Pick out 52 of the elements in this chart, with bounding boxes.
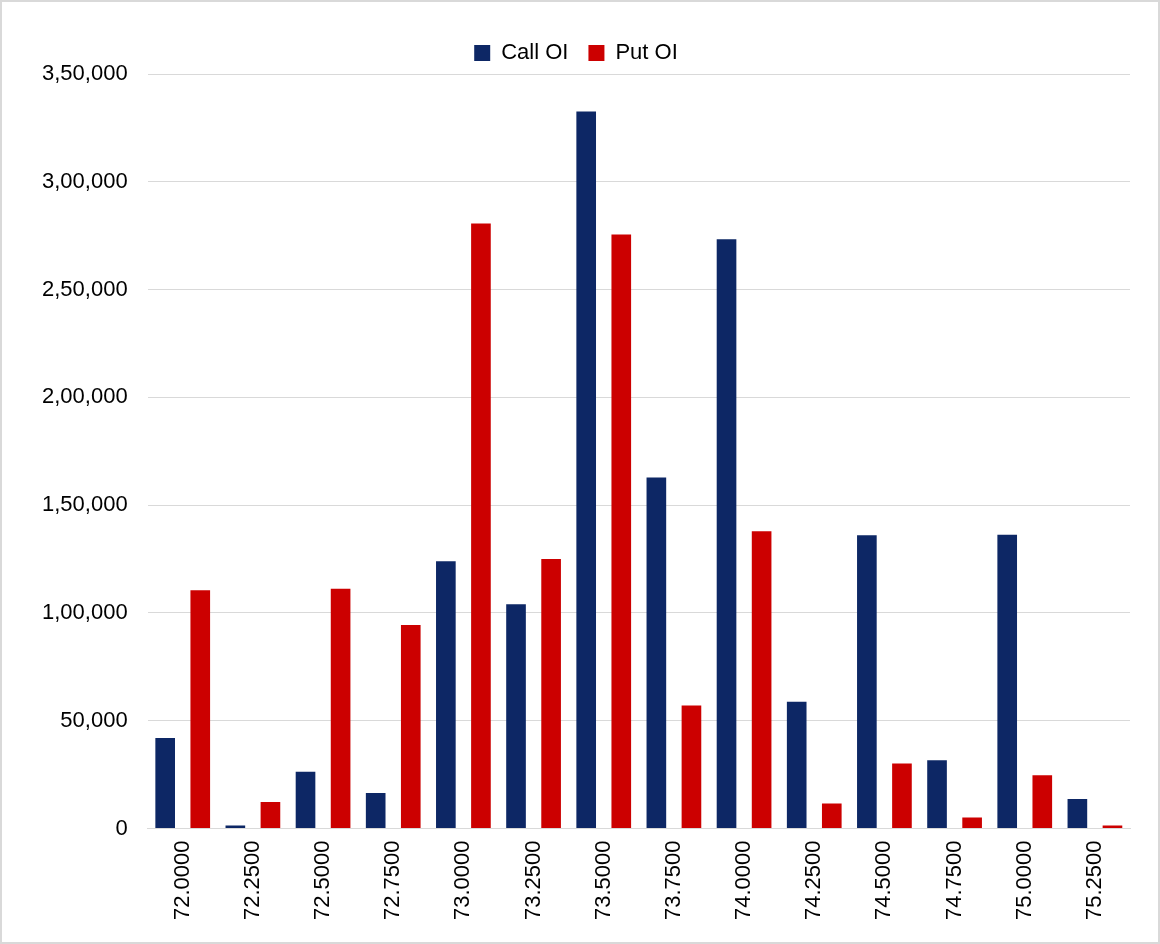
bar <box>927 760 947 828</box>
bar <box>646 477 667 828</box>
bar <box>295 771 316 828</box>
x-tick-label: 72.2500 <box>238 840 264 921</box>
bar <box>786 701 807 828</box>
y-tick-label: 50,000 <box>60 706 128 732</box>
x-tick-label: 72.5000 <box>309 840 335 921</box>
bar <box>576 111 597 828</box>
x-tick-label: 75.0000 <box>1010 840 1036 921</box>
bar <box>1067 798 1088 828</box>
x-tick-label: 73.2500 <box>519 840 545 921</box>
y-tick-label: 3,50,000 <box>42 60 128 86</box>
bar <box>155 737 175 828</box>
y-tick-label: 1,00,000 <box>42 598 128 624</box>
x-tick-label: 72.7500 <box>379 840 405 921</box>
bar <box>962 817 982 828</box>
bar <box>225 825 246 828</box>
legend-label: Call OI <box>501 39 569 65</box>
legend-label: Put OI <box>615 39 678 65</box>
x-tick-label: 74.0000 <box>730 840 756 921</box>
bar <box>716 239 737 828</box>
bar <box>541 559 561 828</box>
bar <box>330 588 351 828</box>
bar <box>436 561 456 828</box>
bar <box>821 803 842 828</box>
x-tick-label: 73.5000 <box>589 840 615 921</box>
x-tick-label: 72.0000 <box>168 840 194 921</box>
bar <box>681 705 702 828</box>
bar <box>400 624 421 828</box>
y-tick-label: 1,50,000 <box>42 491 128 517</box>
x-tick-label: 74.5000 <box>870 840 896 921</box>
x-tick-label: 73.0000 <box>449 840 475 921</box>
bar <box>471 223 491 828</box>
bar <box>1102 825 1123 828</box>
y-tick-label: 3,00,000 <box>42 167 128 193</box>
bar <box>751 531 772 828</box>
y-tick-label: 0 <box>115 814 128 840</box>
y-tick-label: 2,00,000 <box>42 383 128 409</box>
x-tick-label: 74.7500 <box>940 840 966 921</box>
bar <box>997 534 1018 828</box>
bar <box>260 801 281 828</box>
y-tick-label: 2,50,000 <box>42 275 128 301</box>
bar <box>190 590 211 828</box>
bar <box>1032 775 1053 828</box>
bar <box>857 535 877 828</box>
bar <box>892 763 912 828</box>
x-tick-label: 74.2500 <box>800 840 826 921</box>
x-tick-label: 75.2500 <box>1080 840 1106 921</box>
x-tick-label: 73.7500 <box>659 840 685 921</box>
bar <box>506 604 526 828</box>
bar <box>611 234 632 828</box>
bar <box>365 792 386 828</box>
